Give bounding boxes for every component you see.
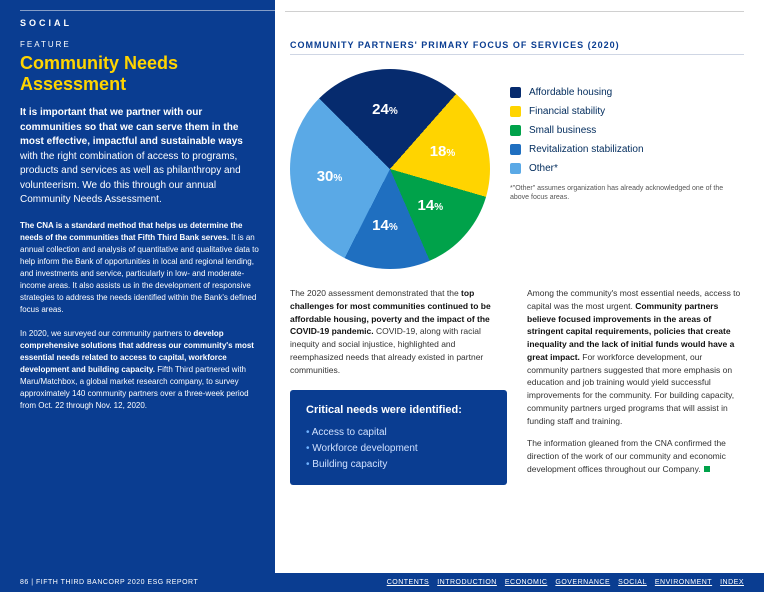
legend-swatch (510, 125, 521, 136)
intro-rest: with the right combination of access to … (20, 151, 241, 206)
legend: Affordable housing Financial stability Sma… (510, 69, 744, 269)
legend-label: Revitalization stabilization (529, 144, 644, 155)
footer-link[interactable]: INTRODUCTION (437, 579, 497, 586)
footer-link[interactable]: ECONOMIC (505, 579, 548, 586)
footer-link[interactable]: INDEX (720, 579, 744, 586)
body-columns: The 2020 assessment demonstrated that th… (290, 287, 744, 485)
p3-pre: In 2020, we surveyed our community partn… (20, 329, 193, 338)
col2-p2: The information gleaned from the CNA con… (527, 437, 744, 475)
footer-link[interactable]: CONTENTS (387, 579, 430, 586)
p2-bold: The CNA is a standard method that helps … (20, 221, 242, 242)
legend-label: Affordable housing (529, 87, 612, 98)
pie-chart: 24% 18% 14% 14% 30% (290, 69, 490, 269)
callout-title: Critical needs were identified: (306, 402, 491, 419)
right-column: COMMUNITY PARTNERS' PRIMARY FOCUS OF SER… (290, 40, 744, 485)
callout-item: Building capacity (306, 457, 491, 473)
legend-label: Other* (529, 163, 558, 174)
section-header: SOCIAL (20, 10, 744, 31)
pie-slice-label: 14% (372, 217, 398, 234)
legend-swatch (510, 106, 521, 117)
feature-label: FEATURE (20, 40, 260, 49)
p2-rest: It is an annual collection and analysis … (20, 233, 259, 314)
body-col-2: Among the community's most essential nee… (527, 287, 744, 485)
pie-slice-label: 24% (372, 101, 398, 118)
legend-label: Small business (529, 125, 596, 136)
footer-link[interactable]: GOVERNANCE (555, 579, 610, 586)
footer-doc: FIFTH THIRD BANCORP 2020 ESG REPORT (36, 579, 198, 586)
footer-links: CONTENTS INTRODUCTION ECONOMIC GOVERNANCE SO… (379, 579, 744, 586)
callout-box: Critical needs were identified: Access t… (290, 390, 507, 485)
col2-p1-rest: For workforce development, our community… (527, 352, 734, 426)
callout-item: Access to capital (306, 425, 491, 441)
footer-link[interactable]: SOCIAL (618, 579, 647, 586)
page-number: 86 (20, 579, 29, 586)
footer-link[interactable]: ENVIRONMENT (655, 579, 712, 586)
legend-item: Affordable housing (510, 87, 744, 98)
col2-p1: Among the community's most essential nee… (527, 287, 744, 427)
paragraph-2: The CNA is a standard method that helps … (20, 220, 260, 316)
pie-slice-label: 14% (418, 197, 444, 214)
pie-slice-label: 18% (430, 143, 456, 160)
legend-item: Revitalization stabilization (510, 144, 744, 155)
intro-paragraph: It is important that we partner with our… (20, 106, 260, 208)
left-column: FEATURE Community Needs Assessment It is… (20, 40, 260, 424)
col1-pre: The 2020 assessment demonstrated that th… (290, 288, 461, 298)
legend-item: Small business (510, 125, 744, 136)
legend-swatch (510, 163, 521, 174)
chart-title: COMMUNITY PARTNERS' PRIMARY FOCUS OF SER… (290, 40, 744, 55)
legend-item: Financial stability (510, 106, 744, 117)
page-footer: 86 | FIFTH THIRD BANCORP 2020 ESG REPORT… (0, 573, 764, 592)
pie-slice-label: 30% (317, 168, 343, 185)
legend-label: Financial stability (529, 106, 605, 117)
section-label: SOCIAL (20, 18, 72, 28)
col1-p1: The 2020 assessment demonstrated that th… (290, 287, 507, 376)
intro-bold: It is important that we partner with our… (20, 107, 243, 147)
body-col-1: The 2020 assessment demonstrated that th… (290, 287, 507, 485)
chart-row: 24% 18% 14% 14% 30% Affordable housing Financ… (290, 69, 744, 269)
callout-item: Workforce development (306, 441, 491, 457)
legend-note: *"Other" assumes organization has alread… (510, 184, 744, 202)
page-title: Community Needs Assessment (20, 53, 260, 94)
end-square-icon (704, 466, 710, 472)
paragraph-3: In 2020, we surveyed our community partn… (20, 328, 260, 412)
callout-list: Access to capitalWorkforce developmentBu… (306, 425, 491, 473)
legend-swatch (510, 144, 521, 155)
legend-item: Other* (510, 163, 744, 174)
legend-swatch (510, 87, 521, 98)
footer-left: 86 | FIFTH THIRD BANCORP 2020 ESG REPORT (20, 579, 198, 586)
